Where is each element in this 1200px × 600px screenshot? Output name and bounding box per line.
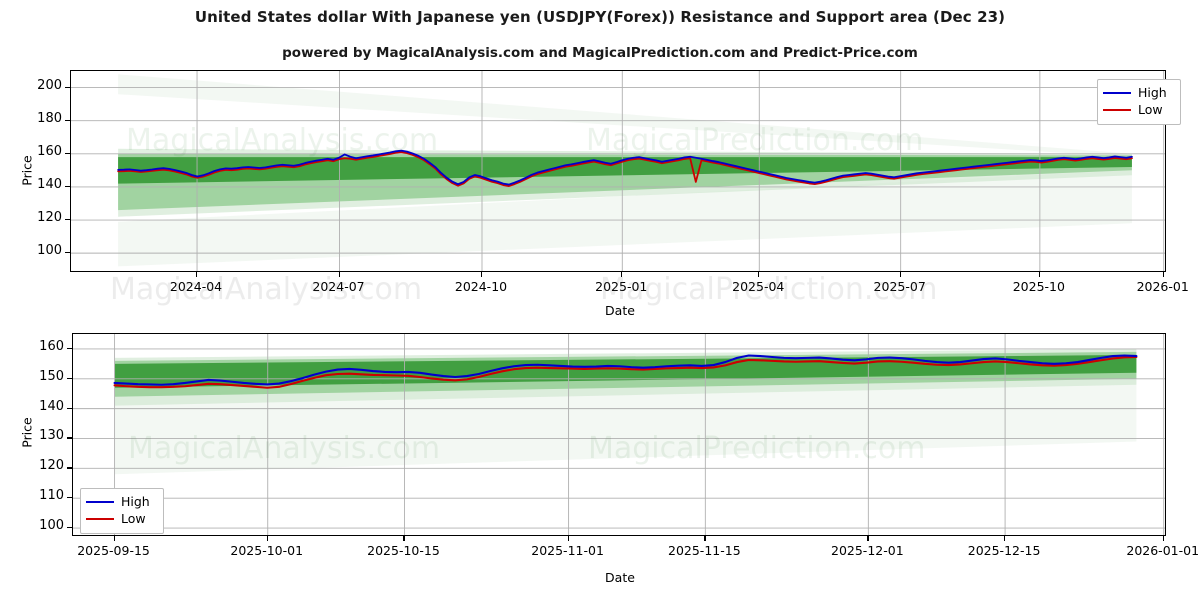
x-tick-label: 2025-01: [595, 279, 648, 294]
band-outer-upper: [118, 74, 1132, 158]
y-tick-mark: [65, 252, 70, 254]
legend-row-low-detail: Low: [86, 510, 156, 527]
overview-x-axis-label: Date: [605, 303, 635, 318]
x-tick-label: 2025-04: [732, 279, 785, 294]
series-line-high: [113, 354, 1138, 386]
y-tick-label: 130: [39, 428, 64, 444]
x-tick-mark: [113, 536, 115, 541]
y-tick-label: 120: [39, 458, 64, 474]
x-tick-label: 2024-07: [312, 279, 365, 294]
y-tick-label: 180: [37, 110, 62, 126]
y-tick-mark: [67, 467, 72, 469]
overview-plot-area[interactable]: MagicalAnalysis.com MagicalPrediction.co…: [70, 70, 1166, 272]
legend-row-high: High: [1103, 84, 1173, 101]
y-tick-label: 160: [37, 143, 62, 159]
band-outer-lower: [118, 170, 1132, 267]
x-tick-mark: [621, 272, 623, 277]
series-line-low: [113, 355, 1138, 389]
y-tick-mark: [65, 185, 70, 188]
x-tick-mark: [704, 536, 706, 541]
series-line-low: [117, 151, 1133, 187]
legend-row-high-detail: High: [86, 493, 156, 510]
detail-x-axis-label: Date: [605, 570, 635, 585]
x-tick-mark: [403, 536, 405, 541]
x-tick-mark: [1162, 536, 1164, 541]
high-line-swatch: [1103, 91, 1131, 94]
x-tick-mark: [567, 536, 569, 541]
y-tick-mark: [67, 407, 72, 409]
y-tick-mark: [65, 152, 70, 154]
x-tick-label: 2025-12-15: [967, 543, 1041, 558]
legend-label-high: High: [1138, 85, 1167, 100]
x-tick-mark: [899, 272, 901, 277]
y-tick-label: 160: [39, 338, 64, 354]
high-line-swatch: [86, 500, 114, 503]
x-tick-label: 2025-11-01: [531, 543, 604, 558]
low-line-swatch: [1103, 108, 1131, 111]
legend-row-low: Low: [1103, 101, 1173, 118]
legend-label-low: Low: [121, 511, 146, 526]
x-tick-label: 2025-10-01: [230, 543, 304, 558]
series-line-high: [117, 149, 1133, 186]
x-tick-label: 2025-10-15: [367, 543, 440, 558]
y-tick-mark: [67, 377, 72, 379]
band-core: [118, 157, 1132, 184]
detail-legend: High Low: [80, 488, 164, 534]
y-tick-mark: [65, 119, 70, 121]
x-tick-label: 2025-07: [873, 279, 926, 294]
y-tick-mark: [67, 437, 72, 439]
legend-label-high: High: [121, 494, 150, 509]
y-tick-label: 200: [37, 77, 62, 93]
x-tick-mark: [196, 272, 198, 277]
detail-plot-area[interactable]: MagicalAnalysis.com MagicalPrediction.co…: [72, 333, 1166, 536]
y-tick-label: 140: [39, 398, 64, 414]
x-tick-mark: [481, 272, 483, 277]
x-tick-label: 2026-01-01: [1126, 543, 1200, 558]
y-tick-label: 150: [39, 368, 64, 384]
x-tick-label: 2025-09-15: [77, 543, 150, 558]
x-tick-label: 2024-04: [169, 279, 223, 294]
x-tick-label: 2024-10: [454, 279, 508, 294]
band-core: [114, 354, 1137, 388]
y-tick-mark: [67, 497, 72, 499]
page-subtitle: powered by MagicalAnalysis.com and Magic…: [282, 45, 918, 61]
x-tick-label: 2026-01: [1136, 279, 1189, 294]
x-tick-label: 2025-12-01: [831, 543, 904, 558]
x-tick-mark: [1162, 272, 1164, 277]
y-tick-label: 120: [37, 210, 62, 226]
x-tick-mark: [1004, 536, 1006, 541]
y-tick-label: 110: [39, 488, 64, 504]
y-tick-mark: [65, 86, 70, 88]
legend-label-low: Low: [1138, 102, 1163, 117]
y-tick-mark: [67, 347, 72, 350]
y-tick-mark: [67, 527, 72, 529]
y-tick-label: 100: [39, 518, 64, 534]
y-tick-label: 140: [37, 176, 62, 192]
x-tick-label: 2025-11-15: [668, 543, 741, 558]
x-tick-mark: [758, 272, 760, 277]
overview-legend: High Low: [1097, 79, 1181, 125]
x-tick-mark: [338, 272, 340, 277]
page-title: United States dollar With Japanese yen (…: [194, 8, 1006, 26]
low-line-swatch: [86, 517, 114, 520]
y-tick-mark: [65, 219, 70, 221]
x-tick-mark: [867, 536, 869, 541]
y-tick-label: 100: [37, 243, 62, 259]
x-tick-label: 2025-10: [1012, 279, 1065, 294]
x-tick-mark: [266, 536, 268, 541]
x-tick-mark: [1038, 272, 1041, 277]
